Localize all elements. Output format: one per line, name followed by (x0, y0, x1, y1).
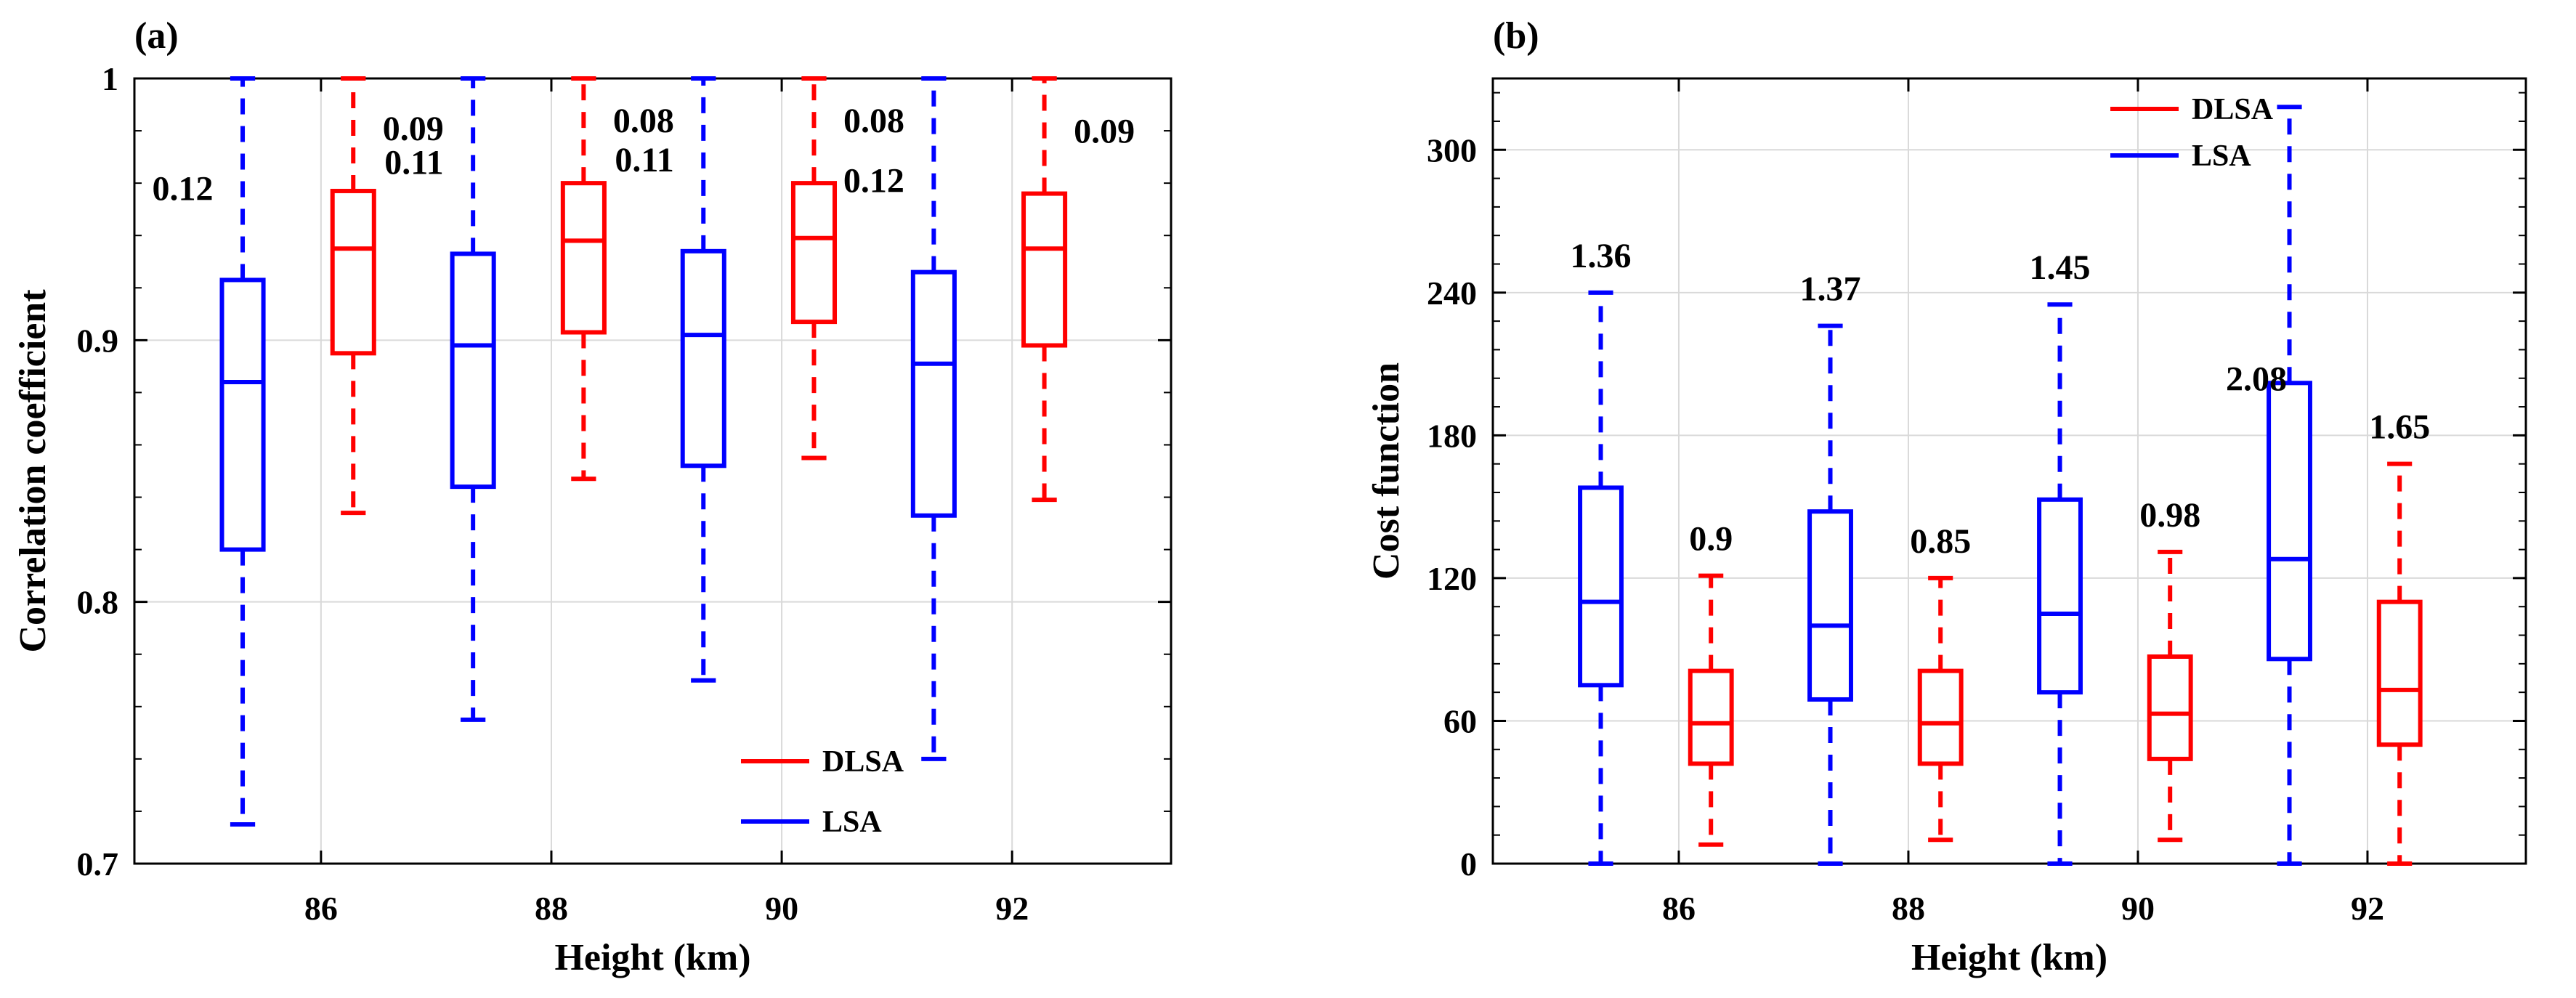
iqr-box (1688, 668, 1734, 766)
data-label: 0.09 (383, 110, 444, 148)
box-dlsa-90: 0.08 (790, 76, 904, 461)
legend-label-dlsa: DLSA (2192, 93, 2274, 126)
data-label: 0.85 (1910, 522, 1971, 561)
iqr-box (330, 188, 376, 356)
iqr-box (2147, 654, 2193, 761)
axes-frame (133, 77, 1172, 865)
data-label: 0.12 (153, 169, 214, 208)
box-dlsa-90: 0.98 (2139, 496, 2200, 843)
iqr-box (2376, 599, 2423, 747)
box-lsa-90: 0.11 (615, 76, 726, 683)
box-dlsa-86: 0.09 (330, 76, 444, 516)
x-tick-label: 92 (2351, 890, 2384, 927)
x-tick-label: 86 (304, 890, 338, 927)
data-label: 1.45 (2030, 248, 2091, 287)
data-label: 2.08 (2226, 360, 2287, 398)
data-label: 1.65 (2369, 408, 2430, 447)
legend: DLSA LSA (2110, 93, 2274, 173)
x-axis-label: Height (km) (1911, 937, 2107, 978)
x-tick-label: 88 (535, 890, 568, 927)
y-axis-label: Cost function (1366, 362, 1407, 580)
iqr-box (219, 277, 266, 552)
box-lsa-92: 0.12 (843, 76, 957, 761)
series-dlsa: 0.9 0.85 0.98 1.65 (1688, 408, 2430, 866)
y-tick-label: 0.8 (77, 584, 119, 621)
x-axis-label: Height (km) (554, 937, 750, 978)
box-lsa-88: 1.37 (1800, 270, 1861, 866)
data-label: 0.12 (843, 162, 904, 200)
data-label: 1.36 (1571, 237, 1632, 275)
y-tick-label: 300 (1427, 131, 1477, 169)
y-tick-label: 120 (1427, 560, 1477, 597)
data-label: 0.08 (613, 102, 674, 140)
box-lsa-86: 0.12 (153, 76, 266, 827)
legend-label-lsa: LSA (2192, 139, 2251, 173)
box-dlsa-86: 0.9 (1688, 520, 1734, 847)
grid (1493, 78, 2526, 864)
iqr-box (2037, 497, 2083, 695)
y-tick-label: 1 (102, 60, 118, 97)
y-tick-label: 240 (1427, 275, 1477, 312)
series-dlsa: 0.09 0.08 0.08 0.09 (330, 76, 1135, 516)
x-tick-label: 88 (1892, 890, 1925, 927)
box-dlsa-88: 0.08 (560, 76, 674, 482)
series-lsa: 1.36 1.37 1.45 2.08 (1571, 105, 2312, 866)
x-tick-label: 92 (995, 890, 1029, 927)
chart-panel-b: 0 60 120 180 240 300 86 88 90 92 Height (km) Cost f… (1366, 15, 2527, 978)
data-label: 0.98 (2139, 496, 2200, 535)
iqr-box (560, 181, 607, 335)
y-axis-label: Correlation coefficient (12, 289, 54, 653)
axes-frame (1491, 77, 2527, 865)
data-label: 0.11 (615, 141, 673, 179)
panel-label: (b) (1493, 15, 1539, 57)
iqr-box (1807, 509, 1853, 702)
iqr-box (1917, 668, 1964, 766)
panel-label: (a) (134, 15, 179, 57)
iqr-box (910, 269, 957, 518)
x-tick-label: 90 (765, 890, 798, 927)
box-dlsa-88: 0.85 (1910, 522, 1971, 843)
data-label: 0.09 (1074, 113, 1135, 151)
iqr-box (1578, 485, 1624, 688)
y-tick-label: 0.7 (77, 845, 119, 883)
chart-panel-a: 0.7 0.8 0.9 1 86 88 90 92 Height (km) Correlation… (12, 15, 1172, 978)
box-lsa-90: 1.45 (2030, 248, 2091, 866)
data-label: 0.11 (384, 143, 443, 182)
legend-label-lsa: LSA (822, 806, 882, 839)
data-label: 0.9 (1689, 520, 1733, 559)
iqr-box (790, 181, 838, 325)
iqr-box (1021, 191, 1068, 348)
box-dlsa-92: 0.09 (1021, 76, 1135, 503)
y-tick-label: 60 (1443, 702, 1477, 739)
box-lsa-86: 1.36 (1571, 237, 1632, 866)
x-tick-label: 86 (1662, 890, 1696, 927)
y-tick-label: 180 (1427, 417, 1477, 454)
iqr-box (680, 248, 726, 468)
x-tick-label: 90 (2121, 890, 2155, 927)
box-lsa-92: 2.08 (2226, 105, 2312, 866)
iqr-box (2267, 381, 2312, 662)
y-tick-label: 0.9 (77, 322, 119, 359)
y-tick-label: 0 (1460, 845, 1477, 883)
box-lsa-88: 0.11 (384, 76, 496, 722)
box-dlsa-92: 1.65 (2369, 408, 2430, 866)
series-lsa: 0.12 0.11 0.11 0.12 (153, 76, 957, 827)
data-label: 1.37 (1800, 270, 1861, 309)
iqr-box (450, 251, 496, 490)
grid (134, 78, 1171, 864)
legend: DLSA LSA (741, 745, 904, 839)
data-label: 0.08 (843, 102, 904, 140)
legend-label-dlsa: DLSA (822, 745, 904, 779)
